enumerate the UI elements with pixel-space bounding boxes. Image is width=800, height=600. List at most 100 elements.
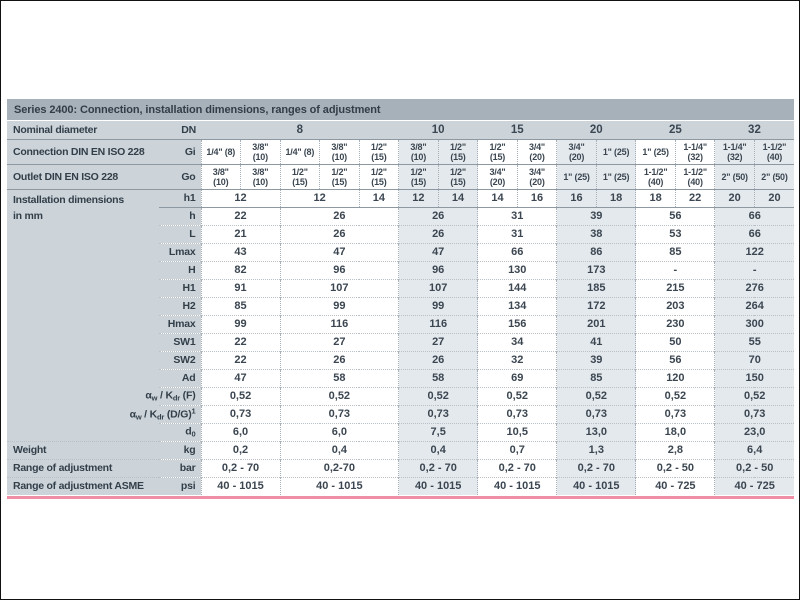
cell-Hmax-4: 201	[556, 314, 636, 333]
cell-go-6: 1/2" (15)	[437, 163, 478, 189]
unit-label-alphaF: αw / Kdr (F)	[145, 386, 201, 405]
unit-label-Hmax: Hmax	[159, 314, 201, 333]
unit-label-range_bar: bar	[159, 458, 201, 477]
cell-range_bar-0: 0,2 - 70	[200, 458, 281, 477]
table-row-d0: d0 6,0 6,0 7,5 10,5 13,0 18,0 23,0	[7, 422, 794, 441]
cell-go-4: 1/2" (15)	[358, 163, 399, 189]
cell-alphaF-5: 0,52	[635, 386, 715, 405]
cell-d0-6: 23,0	[714, 422, 794, 441]
cell-h1-5: 14	[477, 188, 518, 207]
cell-Hmax-2: 116	[398, 314, 478, 333]
cell-go-10: 1" (25)	[595, 163, 636, 189]
cell-SW2-5: 56	[635, 350, 715, 369]
cell-go-3: 1/2" (15)	[319, 163, 360, 189]
cell-range_bar-5: 0,2 - 50	[635, 458, 715, 477]
row-label-h1: Installation dimensions in mm	[7, 188, 159, 441]
unit-label-alphaDG: αw / Kdr (D/G)1	[130, 404, 201, 423]
cell-h1-9: 18	[635, 188, 676, 207]
table-row-L: L 21 26 26 31 38 53 66	[7, 224, 794, 243]
cell-gi-8: 3/4" (20)	[516, 138, 557, 164]
cell-h-5: 56	[635, 206, 715, 225]
unit-label-d0: d0	[159, 422, 201, 441]
table-row-H2: H2 85 99 99 134 172 203 264	[7, 296, 794, 315]
row-label-range_psi: Range of adjustment ASME	[7, 476, 159, 495]
cell-range_psi-2: 40 - 1015	[398, 476, 478, 495]
table-row-range_bar: Range of adjustment bar 0,2 - 70 0,2-70 0,2 …	[7, 458, 794, 477]
cell-dn-4: 25	[635, 121, 715, 139]
cell-H2-3: 134	[477, 296, 557, 315]
table-row-h1: Installation dimensions in mm h1 12 12 14 12 14…	[7, 188, 794, 441]
cell-go-12: 1-1/2" (40)	[674, 163, 715, 189]
cell-gi-12: 1-1/4" (32)	[674, 138, 715, 164]
cell-Ad-5: 120	[635, 368, 715, 387]
cell-Hmax-1: 116	[279, 314, 399, 333]
cell-range_psi-1: 40 - 1015	[279, 476, 399, 495]
unit-label-dn: DN	[159, 121, 201, 139]
cell-go-0: 3/8" (10)	[200, 163, 241, 189]
cell-H-3: 130	[477, 260, 557, 279]
cell-d0-5: 18,0	[635, 422, 715, 441]
cell-SW1-4: 41	[556, 332, 636, 351]
cell-SW2-3: 32	[477, 350, 557, 369]
cell-weight-1: 0,4	[279, 440, 399, 459]
cell-gi-0: 1/4" (8)	[200, 138, 241, 164]
unit-label-SW2: SW2	[159, 350, 201, 369]
row-label-weight: Weight	[7, 440, 159, 459]
cell-SW2-4: 39	[556, 350, 636, 369]
cell-h-3: 31	[477, 206, 557, 225]
cell-H1-1: 107	[279, 278, 399, 297]
cell-h1-1: 12	[279, 188, 360, 207]
table-row-gi: Connection DIN EN ISO 228 Gi 1/4" (8) 3/8"(…	[7, 138, 794, 164]
cell-h1-2: 14	[358, 188, 399, 207]
cell-alphaF-0: 0,52	[200, 386, 281, 405]
cell-d0-1: 6,0	[279, 422, 399, 441]
cell-weight-3: 0,7	[477, 440, 557, 459]
cell-H2-0: 85	[200, 296, 281, 315]
unit-label-go: Go	[159, 163, 201, 189]
cell-SW1-3: 34	[477, 332, 557, 351]
table-title: Series 2400: Connection, installation di…	[14, 104, 381, 116]
row-label-dn: Nominal diameter	[7, 121, 159, 139]
cell-h-1: 26	[279, 206, 399, 225]
cell-range_psi-3: 40 - 1015	[477, 476, 557, 495]
cell-h1-11: 20	[714, 188, 755, 207]
cell-gi-3: 3/8" (10)	[319, 138, 360, 164]
cell-Lmax-0: 43	[200, 242, 281, 261]
unit-label-H1: H1	[159, 278, 201, 297]
cell-Lmax-1: 47	[279, 242, 399, 261]
cell-weight-5: 2,8	[635, 440, 715, 459]
cell-Ad-0: 47	[200, 368, 281, 387]
unit-label-gi: Gi	[159, 138, 201, 164]
cell-h1-6: 16	[516, 188, 557, 207]
cell-h1-3: 12	[398, 188, 439, 207]
cell-H2-1: 99	[279, 296, 399, 315]
table-row-h: h 22 26 26 31 39 56 66	[7, 206, 794, 225]
cell-go-14: 2" (50)	[753, 163, 794, 189]
unit-label-weight: kg	[159, 440, 201, 459]
table-row-SW1: SW1 22 27 27 34 41 50 55	[7, 332, 794, 351]
cell-SW1-1: 27	[279, 332, 399, 351]
cell-H-0: 82	[200, 260, 281, 279]
cell-h1-8: 18	[595, 188, 636, 207]
cell-L-4: 38	[556, 224, 636, 243]
cell-H1-0: 91	[200, 278, 281, 297]
row-label-go: Outlet DIN EN ISO 228	[7, 163, 159, 189]
table-row-alphaDG: αw / Kdr (D/G)1 0,73 0,73 0,73 0,73 0,73 0,73 0…	[7, 404, 794, 423]
cell-h1-10: 22	[674, 188, 715, 207]
table-row-range_psi: Range of adjustment ASME psi 40 - 1015 40 -…	[7, 476, 794, 495]
cell-Hmax-0: 99	[200, 314, 281, 333]
cell-go-1: 3/8" (10)	[240, 163, 281, 189]
cell-gi-14: 1-1/2" (40)	[753, 138, 794, 164]
table-row-dn: Nominal diameter DN 8 10 15 20 25 32	[7, 121, 794, 139]
unit-label-range_psi: psi	[159, 476, 201, 495]
cell-go-7: 3/4" (20)	[477, 163, 518, 189]
cell-range_bar-3: 0,2 - 70	[477, 458, 557, 477]
unit-label-L: L	[159, 224, 201, 243]
cell-gi-10: 1" (25)	[595, 138, 636, 164]
cell-Ad-4: 85	[556, 368, 636, 387]
table-row-H1: H1 91 107 107 144 185 215 276	[7, 278, 794, 297]
cell-gi-9: 3/4" (20)	[556, 138, 597, 164]
cell-L-0: 21	[200, 224, 281, 243]
cell-SW1-5: 50	[635, 332, 715, 351]
table-row-Ad: Ad 47 58 58 69 85 120 150	[7, 368, 794, 387]
